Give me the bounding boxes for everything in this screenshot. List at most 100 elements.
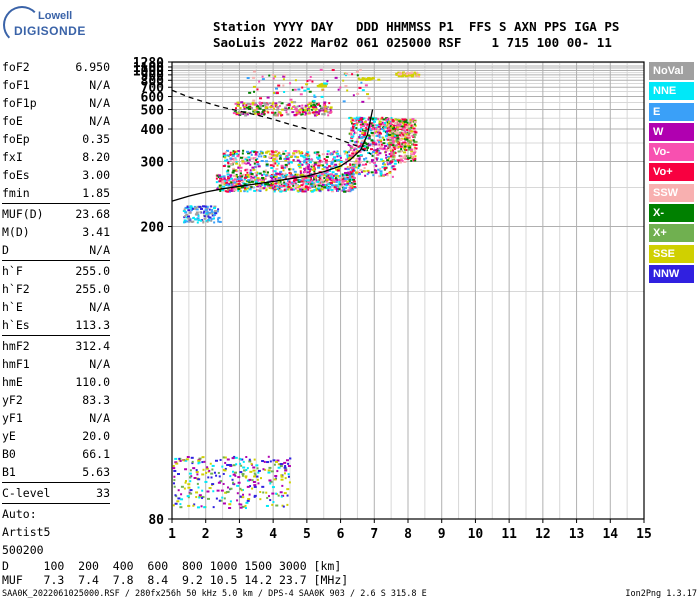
echo-pixel: [261, 179, 265, 182]
echo-pixel: [254, 171, 257, 174]
echo-pixel: [330, 110, 333, 113]
echo-pixel: [238, 503, 241, 506]
echo-pixel: [390, 153, 394, 156]
echo-pixel: [247, 156, 251, 159]
echo-pixel: [404, 139, 407, 142]
echo-pixel: [259, 498, 262, 501]
echo-pixel: [235, 183, 239, 186]
echo-pixel: [391, 130, 395, 133]
echo-pixel: [278, 176, 282, 179]
echo-pixel: [387, 163, 390, 166]
echo-pixel: [232, 112, 236, 115]
echo-pixel: [361, 163, 365, 166]
echo-pixel: [211, 208, 214, 211]
echo-pixel: [386, 119, 389, 122]
echo-pixel: [244, 113, 248, 116]
echo-pixel: [297, 112, 301, 115]
echo-pixel: [172, 504, 175, 507]
echo-pixel: [234, 107, 237, 110]
echo-pixel: [241, 173, 245, 176]
echo-pixel: [313, 181, 316, 184]
echo-pixel: [307, 186, 310, 189]
parameter-row: yF2 83.3: [2, 391, 110, 409]
echo-pixel: [289, 187, 293, 190]
echo-pixel: [365, 128, 369, 131]
echo-pixel: [327, 173, 331, 176]
echo-pixel: [283, 108, 287, 111]
parameter-name: Artist5: [2, 525, 51, 539]
echo-pixel: [341, 183, 344, 186]
echo-pixel: [190, 207, 193, 210]
echo-pixel: [240, 503, 243, 506]
echo-pixel: [352, 129, 355, 132]
echo-pixel: [289, 168, 292, 171]
echo-pixel: [325, 166, 329, 169]
x-tick-label: 1: [168, 527, 176, 542]
echo-pixel: [251, 487, 254, 490]
echo-pixel: [310, 104, 313, 107]
echo-pixel: [205, 212, 209, 215]
parameter-row: h`F2 255.0: [2, 280, 110, 298]
echo-pixel: [246, 485, 250, 488]
echo-pixel: [350, 133, 353, 136]
echo-pixel: [310, 190, 314, 193]
echo-pixel: [338, 163, 341, 166]
echo-pixel: [315, 112, 318, 115]
echo-pixel: [274, 102, 278, 105]
echo-pixel: [332, 164, 336, 167]
echo-pixel: [388, 153, 392, 156]
echo-pixel: [366, 160, 369, 163]
x-tick-label: 15: [636, 527, 652, 542]
echo-pixel: [197, 214, 200, 217]
echo-pixel: [239, 166, 243, 169]
echo-pixel: [242, 460, 245, 463]
echo-pixel: [341, 180, 345, 183]
echo-pixel: [335, 178, 339, 181]
echo-pixel: [278, 189, 282, 192]
echo-pixel: [291, 105, 295, 108]
echo-pixel: [329, 152, 332, 155]
echo-pixel: [284, 159, 288, 162]
echo-pixel: [320, 106, 324, 109]
echo-pixel: [388, 129, 392, 132]
echo-pixel: [414, 72, 417, 75]
echo-pixel: [287, 188, 290, 191]
echo-pixel: [234, 184, 237, 187]
echo-pixel: [368, 128, 372, 131]
echo-pixel: [406, 74, 410, 77]
echo-pixel: [346, 156, 350, 159]
echo-pixel: [215, 181, 218, 184]
echo-pixel: [263, 155, 266, 158]
echo-pixel: [223, 456, 227, 459]
echo-pixel: [184, 211, 188, 214]
echo-pixel: [303, 176, 306, 179]
echo-pixel: [301, 163, 304, 166]
echo-pixel: [413, 148, 416, 151]
echo-pixel: [201, 497, 204, 500]
echo-pixel: [312, 99, 316, 102]
echo-pixel: [334, 165, 338, 168]
echo-pixel: [231, 457, 235, 460]
echo-pixel: [349, 183, 353, 186]
echo-pixel: [395, 146, 398, 149]
echo-pixel: [370, 122, 374, 125]
echo-pixel: [227, 169, 230, 172]
echo-pixel: [283, 181, 286, 184]
echo-pixel: [280, 102, 284, 105]
echo-pixel: [351, 163, 355, 166]
echo-pixel: [379, 173, 382, 176]
echo-pixel: [288, 153, 291, 156]
echo-pixel: [287, 161, 290, 164]
echo-pixel: [341, 173, 344, 176]
echo-pixel: [360, 81, 363, 84]
echo-pixel: [233, 483, 236, 486]
echo-pixel: [254, 102, 257, 105]
echo-pixel: [190, 209, 193, 212]
echo-pixel: [365, 127, 368, 130]
echo-pixel: [271, 182, 274, 185]
echo-pixel: [230, 183, 233, 186]
echo-pixel: [374, 128, 378, 131]
echo-pixel: [350, 120, 353, 123]
echo-pixel: [264, 151, 268, 154]
echo-pixel: [274, 105, 277, 108]
